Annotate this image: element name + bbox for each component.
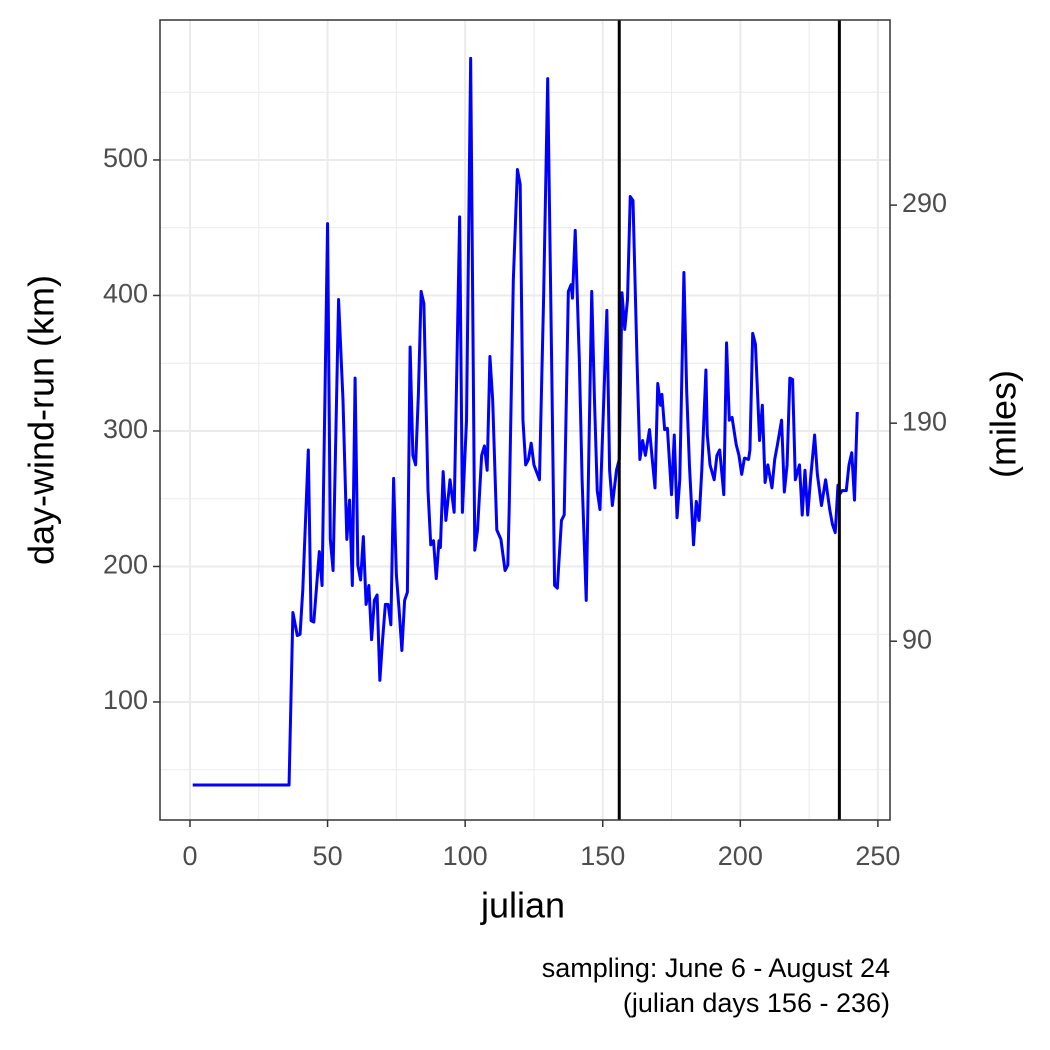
caption: sampling: June 6 - August 24	[542, 953, 890, 983]
y-tick-label: 100	[103, 685, 148, 715]
x-tick-label: 50	[313, 841, 343, 871]
y-tick-label: 400	[103, 279, 148, 309]
y-tick-label: 300	[103, 414, 148, 444]
y2-tick-label: 290	[902, 188, 947, 218]
panel-border	[159, 19, 891, 821]
data-line	[192, 56, 859, 787]
x-tick-label: 250	[855, 841, 900, 871]
x-tick-label: 100	[443, 841, 488, 871]
y2-tick-label: 90	[902, 624, 932, 654]
axes: 0 50 100 150 200 250 100 200 300 400 500 90 190 290	[103, 143, 947, 871]
plot-marks	[192, 20, 859, 820]
y-tick-label: 500	[103, 143, 148, 173]
x-tick-label: 150	[580, 841, 625, 871]
x-axis-title: julian	[480, 885, 565, 926]
x-tick-label: 0	[182, 841, 197, 871]
y2-tick-label: 190	[902, 406, 947, 436]
x-tick-label: 200	[718, 841, 763, 871]
y-axis-title: day-wind-run (km)	[21, 275, 62, 565]
y2-axis-title: (miles)	[983, 370, 1024, 478]
caption: (julian days 156 - 236)	[623, 988, 890, 1018]
y-tick-label: 200	[103, 550, 148, 580]
